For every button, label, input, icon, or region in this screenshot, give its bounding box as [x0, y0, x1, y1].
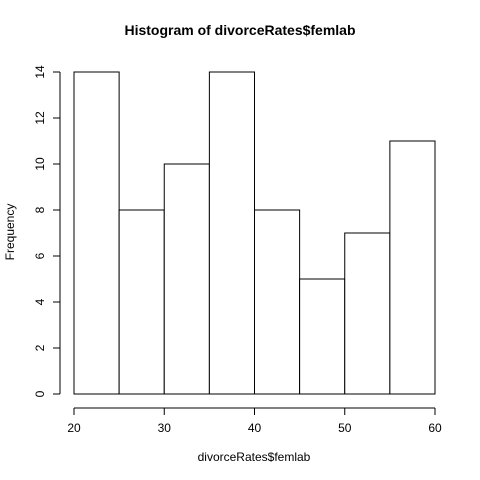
y-tick-label: 12: [33, 111, 47, 125]
chart-title: Histogram of divorceRates$femlab: [124, 22, 355, 38]
histogram-bar: [344, 232, 391, 395]
y-axis-label: Frequency: [3, 204, 17, 261]
histogram-bar: [73, 71, 120, 395]
y-tick-label: 2: [33, 344, 47, 351]
y-tick-label: 8: [33, 206, 47, 213]
bars-group: [73, 71, 436, 395]
histogram-bar: [254, 209, 301, 395]
y-tick-label: 10: [33, 157, 47, 171]
histogram-bar: [208, 71, 255, 395]
y-tick-label: 14: [33, 65, 47, 79]
y-axis: 0 2 4 6 8 10 12 14: [33, 65, 61, 397]
x-tick-label: 20: [67, 421, 81, 435]
histogram-bar: [299, 278, 346, 395]
x-tick-label: 50: [338, 421, 352, 435]
x-tick-label: 30: [158, 421, 172, 435]
x-axis: 20 30 40 50 60: [67, 407, 442, 435]
y-tick-label: 4: [33, 298, 47, 305]
y-tick-label: 0: [33, 390, 47, 397]
y-tick-label: 6: [33, 252, 47, 259]
histogram-bar: [118, 209, 165, 395]
x-tick-label: 40: [248, 421, 262, 435]
histogram-bar: [163, 163, 210, 395]
x-axis-label: divorceRates$femlab: [198, 450, 311, 464]
x-tick-label: 60: [428, 421, 442, 435]
histogram-bar: [389, 140, 436, 395]
